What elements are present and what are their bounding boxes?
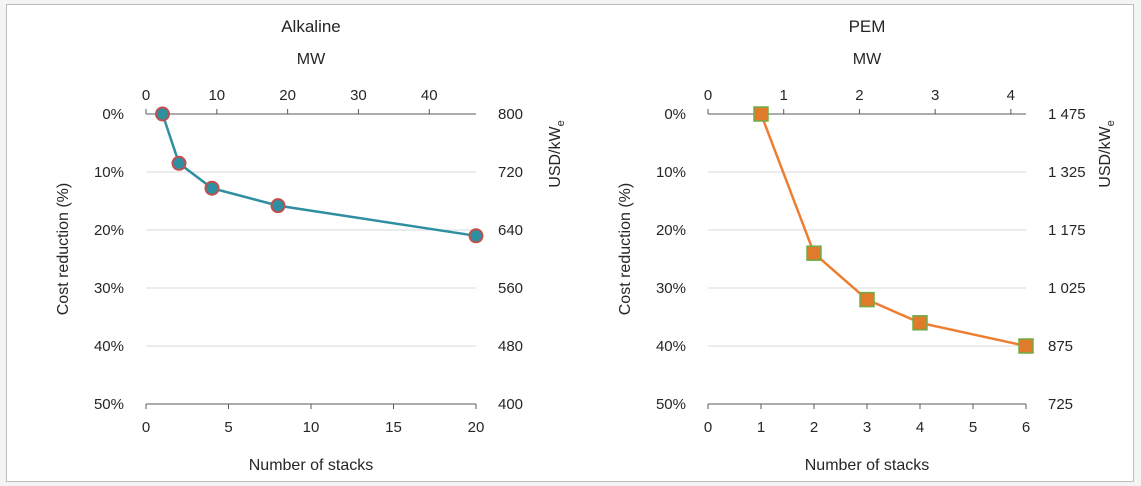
x-tick-label: 5 [224,419,232,436]
data-point [753,106,769,122]
x-tick-label: 20 [468,419,485,436]
y-right-tick-label: 400 [498,396,523,413]
x-top-axis-label: MW [853,51,882,68]
y-right-axis-label: USD/kWe [1097,120,1117,187]
x-tick-label: 10 [303,419,320,436]
y-right-tick-label: 720 [498,164,523,181]
x-axis-label: Number of stacks [249,457,373,474]
x-axis-label: Number of stacks [805,457,929,474]
y-right-tick-label: 725 [1048,396,1073,413]
y-tick-label: 0% [664,106,686,123]
series-line [161,113,477,238]
x-tick-label: 1 [757,419,765,436]
x-top-tick-label: 10 [208,87,225,104]
data-point [171,155,187,171]
data-point [204,180,220,196]
x-top-tick-label: 30 [350,87,367,104]
x-top-tick-label: 2 [855,87,863,104]
y-axis-label: Cost reduction (%) [617,183,634,316]
x-top-tick-label: 20 [279,87,296,104]
y-right-tick-label: 800 [498,106,523,123]
y-right-tick-label: 875 [1048,338,1073,355]
x-top-tick-label: 1 [780,87,788,104]
data-point [912,315,928,331]
x-top-tick-label: 4 [1007,87,1015,104]
y-right-tick-label: 1 325 [1048,164,1086,181]
y-right-tick-label: 1 175 [1048,222,1086,239]
y-axis-label: Cost reduction (%) [55,183,72,316]
y-right-tick-label: 1 475 [1048,106,1086,123]
chart-title: Alkaline [281,17,341,36]
y-tick-label: 10% [94,164,124,181]
x-tick-label: 0 [142,419,150,436]
y-tick-label: 30% [656,280,686,297]
x-tick-label: 2 [810,419,818,436]
y-tick-label: 0% [102,106,124,123]
x-tick-label: 6 [1022,419,1030,436]
x-tick-label: 5 [969,419,977,436]
y-tick-label: 50% [94,396,124,413]
y-right-label-sub: e [555,120,567,126]
x-top-tick-label: 3 [931,87,939,104]
y-tick-label: 40% [94,338,124,355]
x-top-axis-label: MW [297,51,326,68]
data-point [270,198,286,214]
y-tick-label: 30% [94,280,124,297]
y-right-label-main: USD/kW [1097,126,1114,188]
y-tick-label: 20% [656,222,686,239]
y-right-tick-label: 1 025 [1048,280,1086,297]
x-top-tick-label: 0 [704,87,712,104]
y-tick-label: 20% [94,222,124,239]
y-right-axis-label: USD/kWe [547,120,567,187]
x-tick-label: 4 [916,419,924,436]
y-right-tick-label: 560 [498,280,523,297]
data-point [155,106,170,122]
y-right-tick-label: 640 [498,222,523,239]
x-top-tick-label: 40 [421,87,438,104]
y-tick-label: 10% [656,164,686,181]
x-tick-label: 0 [704,419,712,436]
data-point [806,245,822,261]
data-point [859,291,875,308]
figure-frame [6,4,1134,482]
y-right-tick-label: 480 [498,338,523,355]
x-tick-label: 15 [385,419,402,436]
y-tick-label: 50% [656,396,686,413]
y-right-label-sub: e [1105,120,1117,126]
y-tick-label: 40% [656,338,686,355]
y-right-label-main: USD/kW [547,126,564,188]
data-point [1018,338,1034,354]
data-point [468,228,484,244]
x-tick-label: 3 [863,419,871,436]
chart-title: PEM [849,17,886,36]
x-top-tick-label: 0 [142,87,150,104]
